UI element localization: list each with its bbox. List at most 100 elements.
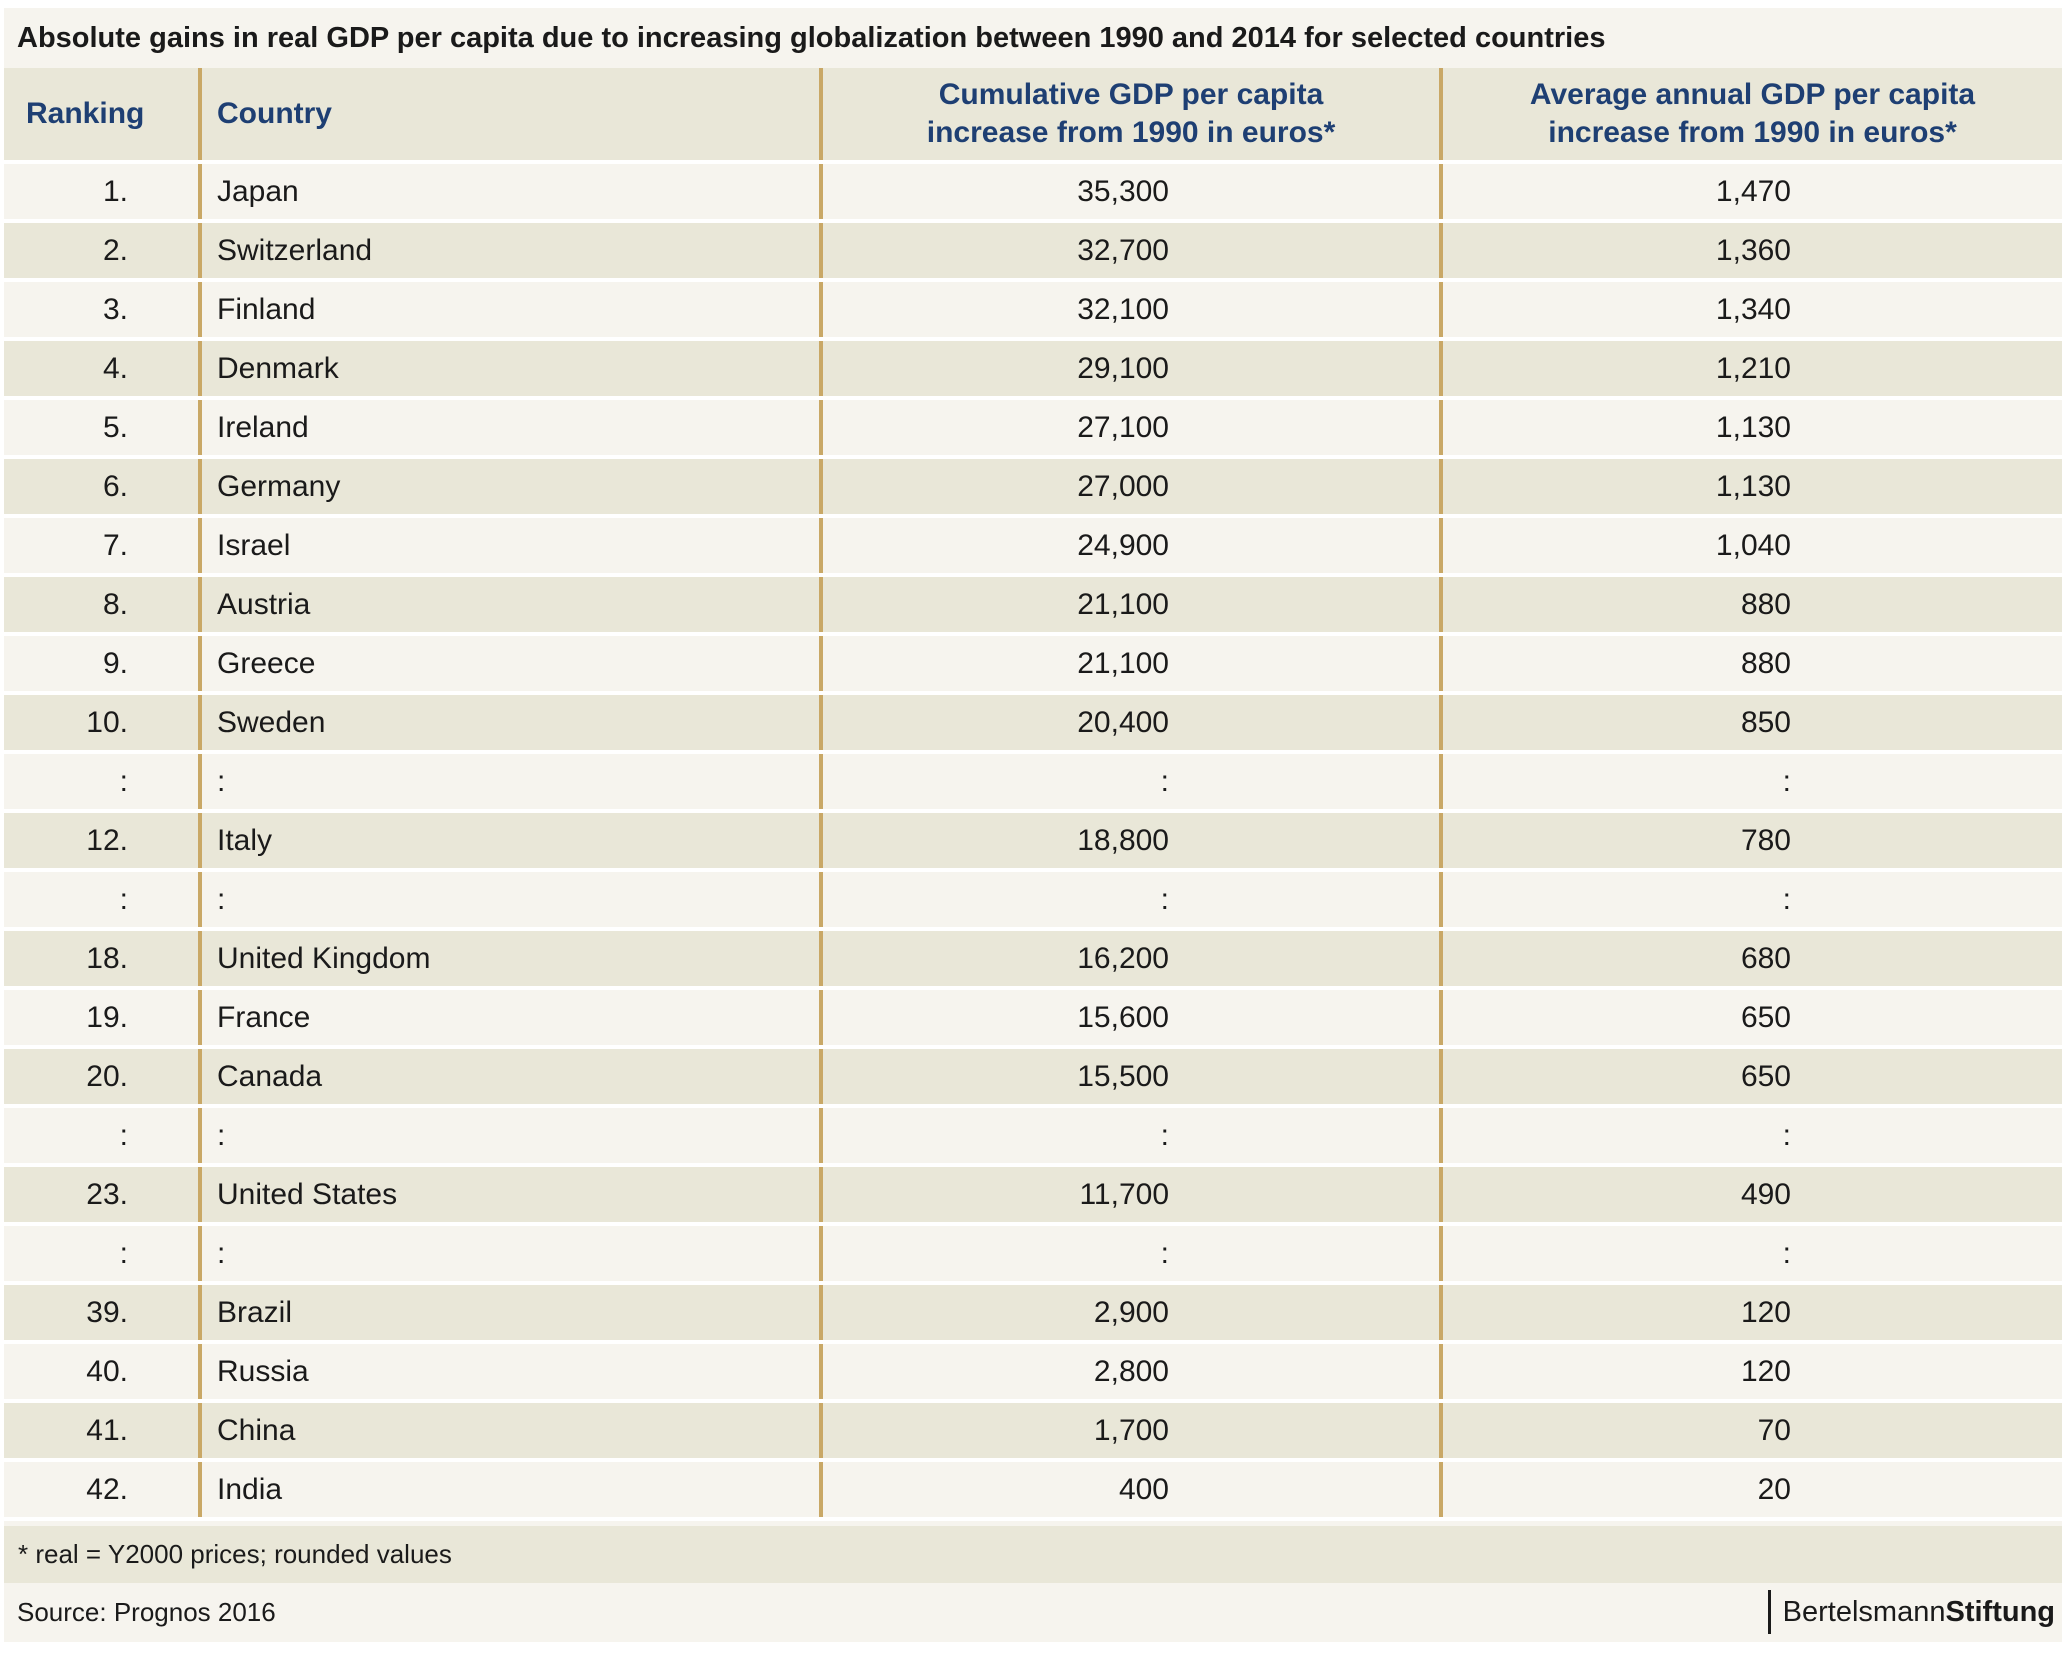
ranking-cell: 5.	[4, 398, 200, 459]
ranking-cell: 39.	[4, 1283, 200, 1344]
ranking-cell: 7.	[4, 516, 200, 577]
cumulative-cell: 32,700	[819, 221, 1441, 282]
ranking-cell: 18.	[4, 929, 200, 990]
ranking-cell: 41.	[4, 1401, 200, 1462]
country-cell: Canada	[198, 1047, 821, 1108]
ranking-cell: :	[4, 1106, 200, 1167]
ranking-cell: :	[4, 1224, 200, 1285]
country-cell: Russia	[198, 1342, 821, 1403]
ranking-cell: 4.	[4, 339, 200, 400]
ranking-cell: 2.	[4, 221, 200, 282]
average-cell: 120	[1439, 1283, 2062, 1344]
cumulative-cell: 27,100	[819, 398, 1441, 459]
table-row: 23. United States 11,700 490	[4, 1165, 2062, 1226]
average-cell: 1,130	[1439, 457, 2062, 518]
table-body: 1. Japan 35,300 1,470 2. Switzerland 32,700 1,3…	[4, 162, 2062, 1521]
average-cell: :	[1439, 870, 2062, 931]
column-header-average-text: Average annual GDP per capita increase f…	[1529, 78, 1976, 149]
country-cell: China	[198, 1401, 821, 1462]
table-row: ::::	[4, 1106, 2062, 1167]
average-cell: :	[1439, 752, 2062, 813]
brand-name-bold: Stiftung	[1945, 1596, 2055, 1628]
cumulative-cell: :	[819, 1106, 1441, 1167]
ranking-cell: 12.	[4, 811, 200, 872]
average-cell: 490	[1439, 1165, 2062, 1226]
cumulative-cell: :	[819, 1224, 1441, 1285]
country-cell: Switzerland	[198, 221, 821, 282]
country-cell: Austria	[198, 575, 821, 636]
average-cell: 650	[1439, 1047, 2062, 1108]
table-row: 12. Italy 18,800 780	[4, 811, 2062, 872]
table-row: 2. Switzerland 32,700 1,360	[4, 221, 2062, 282]
country-cell: India	[198, 1460, 821, 1521]
country-cell: Finland	[198, 280, 821, 341]
average-cell: 1,130	[1439, 398, 2062, 459]
table-row: 10. Sweden 20,400 850	[4, 693, 2062, 754]
column-header-country: Country	[198, 68, 821, 164]
ranking-cell: 19.	[4, 988, 200, 1049]
cumulative-cell: 15,500	[819, 1047, 1441, 1108]
ranking-cell: 10.	[4, 693, 200, 754]
table-row: 1. Japan 35,300 1,470	[4, 162, 2062, 223]
cumulative-cell: 400	[819, 1460, 1441, 1521]
country-cell: Brazil	[198, 1283, 821, 1344]
table-row: 6. Germany 27,000 1,130	[4, 457, 2062, 518]
ranking-cell: 40.	[4, 1342, 200, 1403]
table-row: 7. Israel 24,900 1,040	[4, 516, 2062, 577]
cumulative-cell: 15,600	[819, 988, 1441, 1049]
cumulative-cell: 20,400	[819, 693, 1441, 754]
table-row: 20. Canada 15,500 650	[4, 1047, 2062, 1108]
average-cell: 1,210	[1439, 339, 2062, 400]
country-cell: France	[198, 988, 821, 1049]
cumulative-cell: 24,900	[819, 516, 1441, 577]
column-header-ranking: Ranking	[4, 68, 200, 164]
table-row: 19. France 15,600 650	[4, 988, 2062, 1049]
cumulative-cell: 11,700	[819, 1165, 1441, 1226]
table-row: ::::	[4, 1224, 2062, 1285]
table-row: 5. Ireland 27,100 1,130	[4, 398, 2062, 459]
country-cell: United Kingdom	[198, 929, 821, 990]
table-row: 39. Brazil 2,900 120	[4, 1283, 2062, 1344]
average-cell: 70	[1439, 1401, 2062, 1462]
country-cell: Denmark	[198, 339, 821, 400]
gdp-table: Ranking Country Cumulative GDP per capit…	[4, 68, 2062, 1521]
cumulative-cell: :	[819, 752, 1441, 813]
average-cell: 880	[1439, 634, 2062, 695]
cumulative-cell: 2,900	[819, 1283, 1441, 1344]
ranking-cell: 6.	[4, 457, 200, 518]
table-row: ::::	[4, 752, 2062, 813]
average-cell: 850	[1439, 693, 2062, 754]
table-row: 40. Russia 2,800 120	[4, 1342, 2062, 1403]
column-header-cumulative-text: Cumulative GDP per capita increase from …	[926, 78, 1336, 149]
table-row: 42. India 400 20	[4, 1460, 2062, 1521]
country-cell: Israel	[198, 516, 821, 577]
ranking-cell: 9.	[4, 634, 200, 695]
country-cell: :	[198, 752, 821, 813]
average-cell: :	[1439, 1224, 2062, 1285]
cumulative-cell: 27,000	[819, 457, 1441, 518]
brand-logo: BertelsmannStiftung	[1767, 1590, 2055, 1634]
table-row: ::::	[4, 870, 2062, 931]
brand-name-light: Bertelsmann	[1782, 1596, 1946, 1628]
average-cell: 880	[1439, 575, 2062, 636]
table-row: 8. Austria 21,100 880	[4, 575, 2062, 636]
ranking-cell: 3.	[4, 280, 200, 341]
cumulative-cell: 21,100	[819, 575, 1441, 636]
cumulative-cell: 16,200	[819, 929, 1441, 990]
cumulative-cell: 21,100	[819, 634, 1441, 695]
country-cell: United States	[198, 1165, 821, 1226]
cumulative-cell: 18,800	[819, 811, 1441, 872]
country-cell: Japan	[198, 162, 821, 223]
source-note: Source: Prognos 2016	[17, 1597, 276, 1627]
ranking-cell: :	[4, 870, 200, 931]
average-cell: 20	[1439, 1460, 2062, 1521]
cumulative-cell: :	[819, 870, 1441, 931]
average-cell: 1,360	[1439, 221, 2062, 282]
country-cell: Germany	[198, 457, 821, 518]
header-row: Ranking Country Cumulative GDP per capit…	[4, 68, 2062, 164]
cumulative-cell: 35,300	[819, 162, 1441, 223]
cumulative-cell: 2,800	[819, 1342, 1441, 1403]
cumulative-cell: 32,100	[819, 280, 1441, 341]
country-cell: Sweden	[198, 693, 821, 754]
average-cell: 680	[1439, 929, 2062, 990]
